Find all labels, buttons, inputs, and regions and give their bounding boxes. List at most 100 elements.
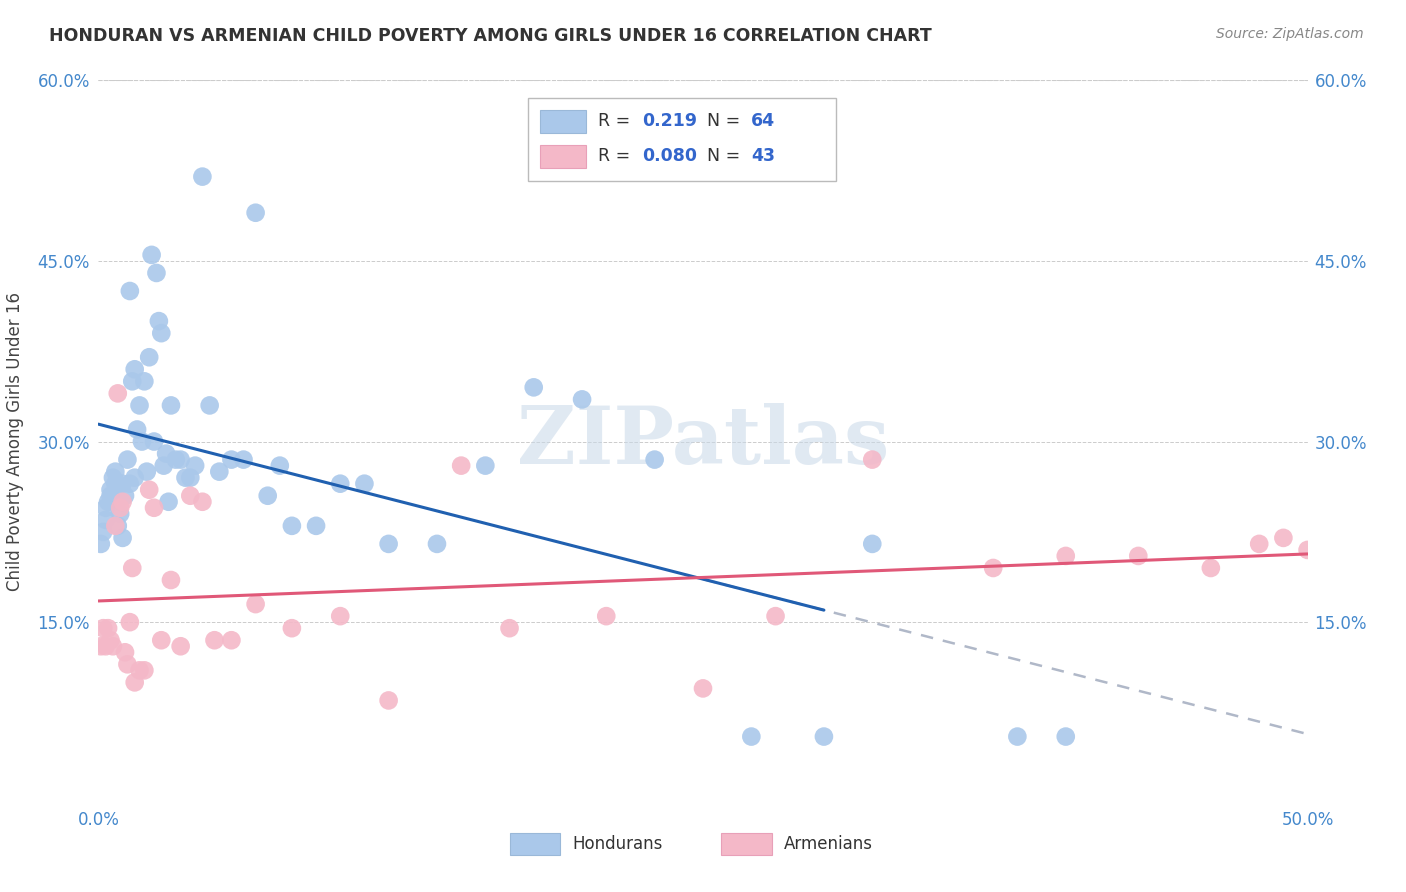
Point [281,518,304,533]
Point [138,483,160,497]
FancyBboxPatch shape [540,110,586,133]
Point [100,483,122,497]
Point [107,518,129,533]
Point [160,573,183,587]
Point [104,518,127,533]
Point [107,386,129,401]
Point [91,621,114,635]
Point [692,681,714,696]
Point [104,476,127,491]
Point [221,452,243,467]
Point [124,470,146,484]
Point [353,476,375,491]
FancyBboxPatch shape [540,145,586,168]
Point [191,169,214,184]
Text: ZIPatlas: ZIPatlas [517,402,889,481]
Point [155,446,177,460]
Text: R =: R = [598,147,630,165]
Point [377,537,399,551]
Point [426,537,449,551]
Point [118,476,141,491]
Text: Armenians: Armenians [785,835,873,853]
Point [1128,549,1150,563]
Text: Source: ZipAtlas.com: Source: ZipAtlas.com [1216,27,1364,41]
Text: R =: R = [598,112,630,130]
Point [1199,561,1222,575]
Point [111,476,134,491]
Point [108,507,131,521]
Point [124,362,146,376]
Point [184,458,207,473]
Text: Hondurans: Hondurans [572,835,662,853]
Point [174,470,197,484]
Text: 0.219: 0.219 [643,112,697,130]
Point [1054,549,1077,563]
Point [94,513,117,527]
Point [644,452,666,467]
Point [94,639,117,653]
Point [1296,542,1319,557]
Point [100,633,122,648]
Point [1007,730,1029,744]
Point [981,561,1004,575]
Point [474,458,496,473]
Point [160,398,183,412]
Point [169,452,191,467]
Point [134,374,156,388]
Point [118,284,141,298]
Point [740,730,762,744]
Point [131,434,153,449]
Text: N =: N = [707,147,740,165]
FancyBboxPatch shape [527,98,837,181]
Point [91,524,114,539]
Point [165,452,187,467]
Point [148,314,170,328]
FancyBboxPatch shape [721,833,772,855]
Point [94,500,117,515]
Point [97,621,120,635]
Point [128,398,150,412]
FancyBboxPatch shape [509,833,561,855]
Point [134,664,156,678]
Point [150,326,173,340]
Point [179,470,201,484]
Point [101,470,124,484]
Point [232,452,254,467]
Point [152,458,174,473]
Point [90,639,112,653]
Point [245,205,267,219]
Point [595,609,617,624]
Point [118,615,141,630]
Point [329,476,352,491]
Point [100,489,122,503]
Point [1249,537,1271,551]
Point [245,597,267,611]
Point [111,494,134,508]
Text: 64: 64 [751,112,776,130]
Point [305,518,328,533]
Point [329,609,352,624]
Point [101,639,124,653]
Point [1054,730,1077,744]
Text: 43: 43 [751,147,775,165]
Point [90,537,112,551]
Point [97,494,120,508]
Point [124,675,146,690]
Point [114,489,136,503]
Point [121,561,143,575]
Text: 0.080: 0.080 [643,147,697,165]
Point [157,494,180,508]
Point [141,248,163,262]
Point [117,452,139,467]
Point [256,489,278,503]
Point [571,392,593,407]
Point [498,621,520,635]
Text: HONDURAN VS ARMENIAN CHILD POVERTY AMONG GIRLS UNDER 16 CORRELATION CHART: HONDURAN VS ARMENIAN CHILD POVERTY AMONG… [49,27,932,45]
Point [221,633,243,648]
Point [281,621,304,635]
Text: N =: N = [707,112,740,130]
Point [121,374,143,388]
Point [450,458,472,473]
Point [765,609,787,624]
Point [143,500,166,515]
